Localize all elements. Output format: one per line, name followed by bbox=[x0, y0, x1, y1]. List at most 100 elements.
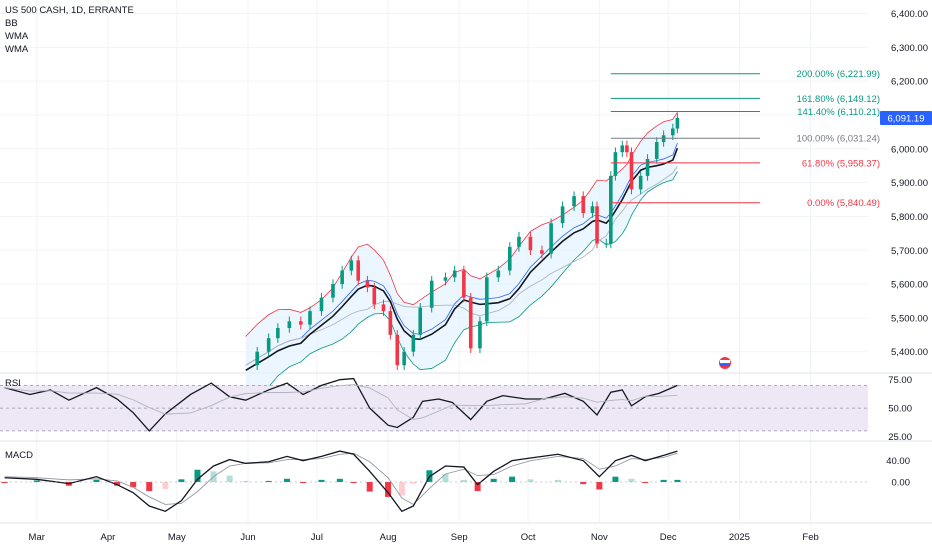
candle bbox=[468, 292, 473, 354]
candle bbox=[507, 242, 512, 276]
candle bbox=[496, 265, 501, 283]
candle-body bbox=[395, 334, 400, 366]
macd-signal-line bbox=[4, 452, 678, 505]
macd-line bbox=[4, 450, 678, 513]
candle bbox=[443, 272, 448, 286]
grid-lines bbox=[0, 0, 868, 522]
candle bbox=[395, 330, 400, 370]
candle-body bbox=[560, 206, 565, 224]
candle bbox=[287, 316, 292, 333]
legend-wma-2[interactable]: WMA bbox=[5, 44, 29, 55]
candle bbox=[356, 255, 361, 286]
macd-axis-tick: 40.00 bbox=[886, 456, 910, 467]
time-axis-tick: Jul bbox=[311, 532, 323, 543]
candle-body bbox=[540, 250, 544, 254]
candle bbox=[349, 255, 354, 276]
macd-histogram-bar bbox=[366, 482, 373, 492]
macd-histogram-bar bbox=[300, 482, 307, 484]
candle-body bbox=[468, 297, 473, 349]
rsi-pane-label[interactable]: RSI bbox=[5, 378, 21, 389]
candle-body bbox=[517, 236, 521, 247]
legend-wma-1[interactable]: WMA bbox=[5, 31, 29, 42]
candle-body bbox=[429, 280, 434, 308]
rsi-axis-tick: 50.00 bbox=[888, 404, 912, 415]
macd-histogram-bar bbox=[674, 479, 681, 482]
macd-histogram-bar bbox=[398, 482, 405, 496]
macd-histogram-bar bbox=[130, 482, 137, 488]
candle bbox=[299, 316, 303, 330]
macd-histogram-bar bbox=[194, 469, 201, 482]
macd-histogram-bar bbox=[265, 480, 272, 482]
candle-body bbox=[418, 307, 423, 335]
macd-histogram-bar bbox=[114, 482, 121, 486]
candle bbox=[604, 238, 609, 249]
candle bbox=[613, 147, 618, 181]
macd-histogram-bar bbox=[612, 476, 619, 482]
candle bbox=[517, 231, 521, 252]
candle bbox=[478, 316, 482, 354]
time-axis-tick: Apr bbox=[101, 532, 116, 543]
candle bbox=[638, 171, 643, 195]
time-axis-tick: Aug bbox=[380, 532, 397, 543]
candle-body bbox=[388, 311, 393, 335]
candle bbox=[625, 140, 629, 157]
time-axis-tick: 2025 bbox=[729, 532, 750, 543]
event-marker-flag-stripe bbox=[720, 364, 730, 366]
macd-histogram-bar bbox=[509, 476, 516, 482]
macd-histogram-bar bbox=[442, 474, 449, 482]
bb-fill bbox=[245, 112, 678, 406]
candle-body bbox=[299, 321, 303, 325]
candle-body bbox=[356, 260, 361, 281]
candle-body bbox=[604, 243, 609, 245]
event-marker-flag-stripe bbox=[720, 360, 730, 363]
macd-histogram-bar bbox=[350, 482, 357, 484]
candle bbox=[654, 137, 659, 164]
chart-legend[interactable]: US 500 CASH, 1D, ERRANTE BB WMA WMA bbox=[5, 4, 134, 56]
candle bbox=[402, 346, 406, 370]
price-axis-tick: 5,700.00 bbox=[891, 246, 928, 257]
fib-level-label: 200.00% (6,221.99) bbox=[797, 69, 880, 80]
legend-symbol[interactable]: US 500 CASH, 1D, ERRANTE bbox=[5, 5, 134, 16]
time-axis: Mar Apr May Jun Jul Aug Sep Oct Nov Dec 2025 Feb bbox=[29, 532, 819, 543]
candle bbox=[590, 201, 595, 218]
candle-body bbox=[266, 338, 271, 352]
price-axis-tick: 5,800.00 bbox=[891, 212, 928, 223]
bollinger-bands bbox=[245, 111, 679, 407]
wma-fast-line bbox=[245, 147, 679, 371]
fib-level-label: 61.80% (5,958.37) bbox=[802, 158, 880, 169]
candle bbox=[671, 123, 675, 141]
candle-body bbox=[478, 321, 482, 349]
price-axis-tick: 6,000.00 bbox=[891, 144, 928, 155]
candle-body bbox=[645, 158, 650, 176]
macd-histogram-bar bbox=[242, 480, 249, 482]
candle-body bbox=[443, 277, 448, 281]
macd-pane-label[interactable]: MACD bbox=[5, 450, 33, 461]
price-axis: 5,400.00 5,500.00 5,600.00 5,700.00 5,800.00… bbox=[880, 9, 932, 358]
candle bbox=[462, 265, 466, 303]
candle bbox=[581, 191, 586, 218]
macd-histogram-bar bbox=[490, 478, 497, 482]
candle bbox=[595, 201, 599, 249]
rsi-axis-tick: 25.00 bbox=[888, 432, 912, 443]
candle-body bbox=[452, 270, 457, 278]
rsi-line bbox=[4, 377, 678, 432]
price-axis-tick: 5,600.00 bbox=[891, 280, 928, 291]
legend-bb[interactable]: BB bbox=[5, 18, 18, 29]
macd-histogram-bar bbox=[318, 479, 325, 482]
macd-histogram-bar bbox=[410, 482, 417, 484]
macd-histogram-bar bbox=[178, 479, 185, 482]
candle-body bbox=[287, 321, 292, 329]
price-axis-tick: 5,400.00 bbox=[891, 347, 928, 358]
candle-body bbox=[629, 152, 634, 190]
rsi-signal-line bbox=[4, 384, 678, 420]
candle bbox=[549, 218, 553, 259]
candle-body bbox=[572, 196, 576, 207]
time-axis-tick: Feb bbox=[802, 532, 818, 543]
bb-basis-line bbox=[245, 142, 678, 366]
macd-histogram-bar bbox=[642, 482, 649, 484]
candle bbox=[572, 191, 576, 212]
macd-histogram-bar bbox=[474, 482, 481, 492]
fib-level-label: 0.00% (5,840.49) bbox=[807, 198, 880, 209]
